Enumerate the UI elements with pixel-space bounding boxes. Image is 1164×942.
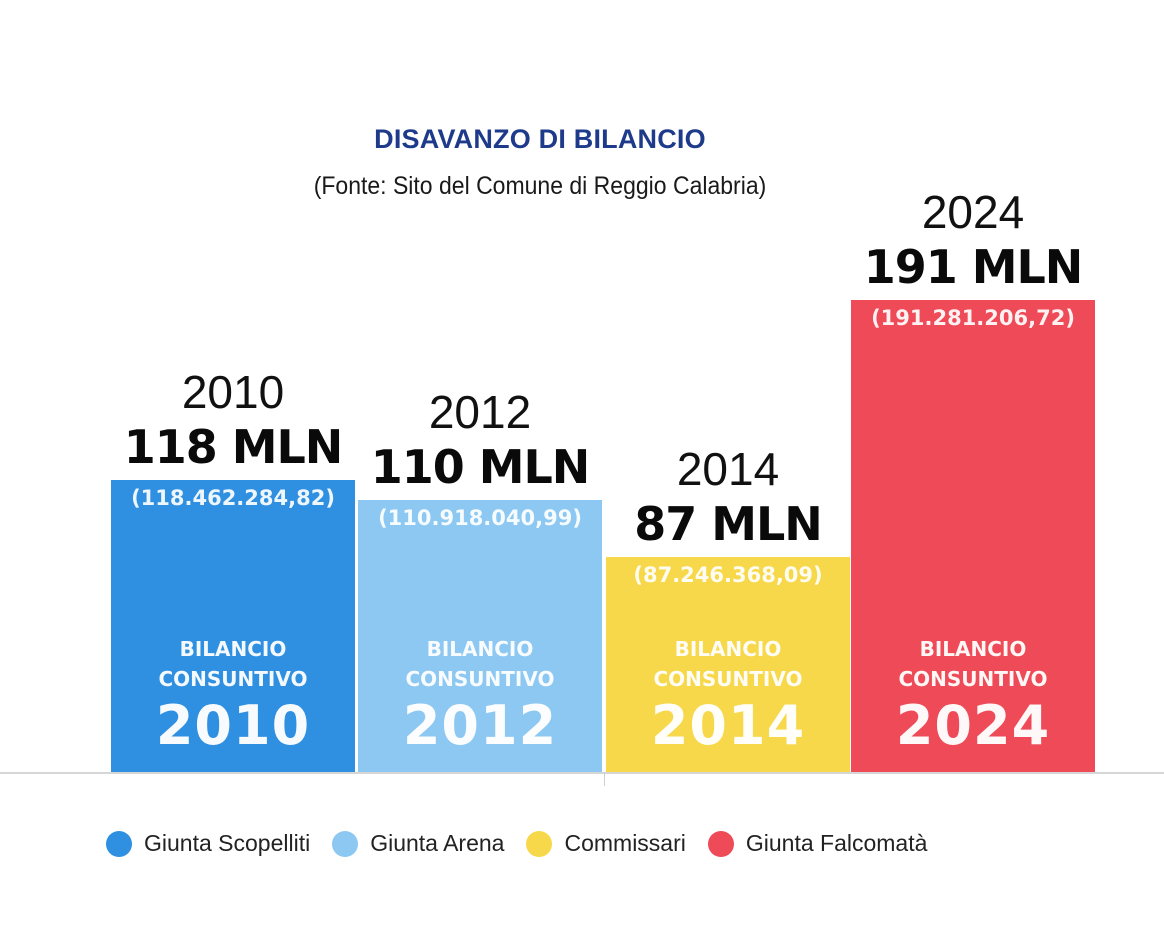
bar-exact-value: (87.246.368,09) [633, 563, 823, 587]
bar-caption-line1: BILANCIO [179, 637, 287, 661]
bar-caption-year: 2010 [155, 694, 311, 757]
bar-caption-line1: BILANCIO [426, 637, 534, 661]
bar-exact-value: (191.281.206,72) [871, 306, 1075, 330]
bar-caption-year: 2024 [895, 694, 1051, 757]
bar-caption-year: 2012 [402, 694, 558, 757]
bar-value-label: 118 MLN [123, 420, 344, 474]
legend-item: Giunta Falcomatà [707, 830, 928, 857]
x-axis-baseline [0, 772, 1164, 774]
bar-value-label: 87 MLN [634, 497, 823, 551]
x-axis-tick [604, 772, 605, 786]
bar-value-label: 191 MLN [863, 240, 1084, 294]
bar-year-label: 2014 [676, 443, 780, 495]
bar-caption-line2: CONSUNTIVO [405, 667, 555, 691]
legend-swatch [707, 830, 734, 857]
bar-caption-year: 2014 [650, 694, 806, 757]
bar-2024: (191.281.206,72) BILANCIO CONSUNTIVO 2024 [851, 300, 1095, 772]
legend-swatch [332, 830, 359, 857]
legend-swatch [526, 830, 553, 857]
bar-exact-value: (110.918.040,99) [378, 506, 582, 530]
bar-caption-line2: CONSUNTIVO [158, 667, 308, 691]
legend-label: Commissari [564, 830, 686, 856]
bar-2014: (87.246.368,09) BILANCIO CONSUNTIVO 2014 [606, 557, 850, 772]
bar-value-label: 110 MLN [370, 440, 591, 494]
bar-caption-line2: CONSUNTIVO [898, 667, 1048, 691]
bar-year-label: 2012 [428, 386, 532, 438]
bar-year-label: 2010 [181, 366, 285, 418]
bar-2010: (118.462.284,82) BILANCIO CONSUNTIVO 2010 [111, 480, 355, 772]
legend-label: Giunta Falcomatà [745, 830, 928, 856]
bar-caption-line1: BILANCIO [674, 637, 782, 661]
bar-caption-line1: BILANCIO [919, 637, 1027, 661]
bar-2012: (110.918.040,99) BILANCIO CONSUNTIVO 2012 [358, 500, 602, 772]
legend-label: Giunta Scopelliti [144, 830, 311, 856]
legend-item: Giunta Arena [332, 830, 504, 857]
chart-subtitle: (Fonte: Sito del Comune di Reggio Calabr… [313, 172, 767, 200]
legend-swatch [106, 830, 132, 857]
legend-label: Giunta Arena [370, 830, 505, 856]
chart-title: DISAVANZO DI BILANCIO [374, 124, 706, 154]
legend-item: Commissari [526, 830, 686, 857]
legend-item: Giunta Scopelliti [106, 830, 310, 857]
bar-caption-line2: CONSUNTIVO [653, 667, 803, 691]
legend: Giunta Scopelliti Giunta Arena Commissari G… [106, 830, 949, 857]
bar-year-label: 2024 [921, 186, 1025, 238]
bar-exact-value: (118.462.284,82) [131, 486, 335, 510]
